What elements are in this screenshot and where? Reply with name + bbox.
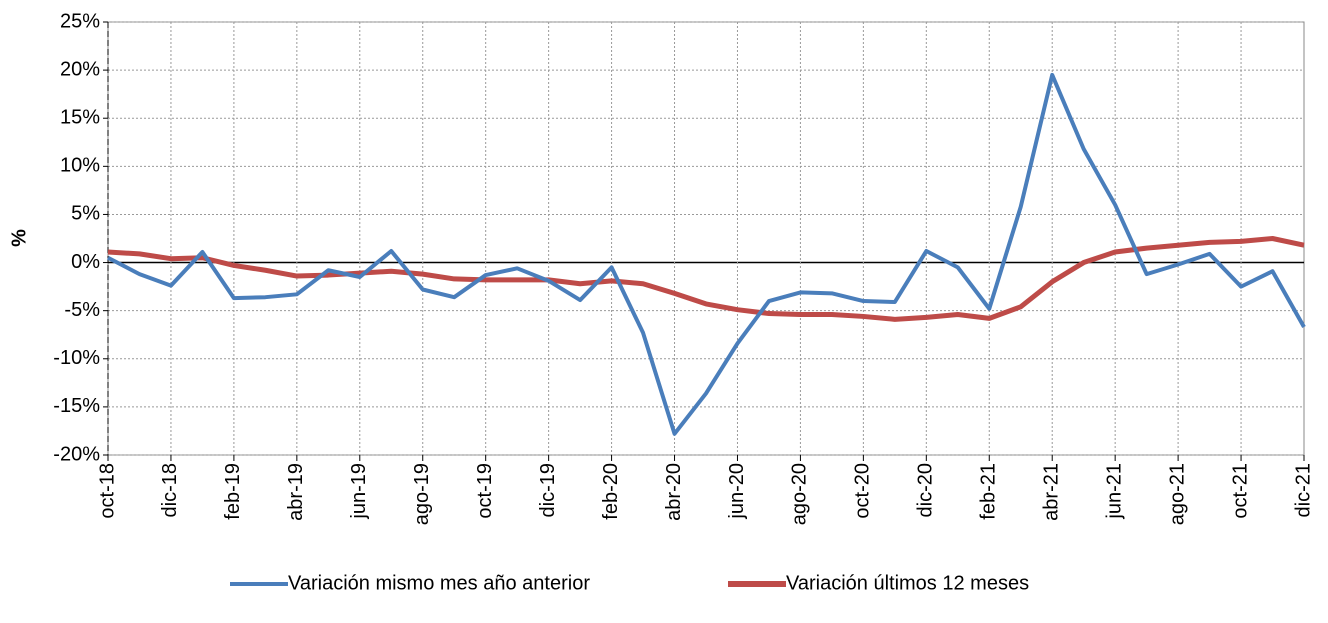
y-tick-label: -5% <box>64 299 100 321</box>
x-tick-label: ago-19 <box>411 463 433 525</box>
x-tick-label: dic-20 <box>915 463 937 517</box>
x-tick-label: dic-19 <box>537 463 559 517</box>
y-tick-label: 20% <box>60 58 100 80</box>
y-tick-label: -15% <box>53 395 100 417</box>
x-tick-label: oct-20 <box>852 463 874 519</box>
x-tick-label: dic-18 <box>159 463 181 517</box>
x-tick-label: oct-18 <box>96 463 118 519</box>
y-axis-label: % <box>8 229 30 247</box>
series-line <box>107 236 1305 322</box>
x-tick-label: feb-21 <box>978 463 1000 520</box>
y-tick-label: 0% <box>71 251 100 273</box>
x-tick-label: dic-21 <box>1292 463 1314 517</box>
y-tick-label: 25% <box>60 10 100 32</box>
y-tick-label: 10% <box>60 155 100 177</box>
y-tick-label: 5% <box>71 203 100 225</box>
x-tick-label: jun-19 <box>348 463 370 520</box>
y-tick-label: -20% <box>53 443 100 465</box>
x-tick-label: jun-21 <box>1103 463 1125 520</box>
y-tick-label: -10% <box>53 347 100 369</box>
x-tick-label: oct-19 <box>474 463 496 519</box>
y-tick-label: 15% <box>60 107 100 129</box>
x-tick-label: oct-21 <box>1229 463 1251 519</box>
x-tick-label: jun-20 <box>726 463 748 520</box>
x-tick-label: abr-21 <box>1040 463 1062 521</box>
legend-label: Variación mismo mes año anterior <box>288 572 590 594</box>
x-tick-label: abr-20 <box>663 463 685 521</box>
x-tick-label: ago-20 <box>789 463 811 525</box>
series-line <box>107 72 1306 436</box>
x-tick-label: feb-19 <box>222 463 244 520</box>
x-tick-label: feb-20 <box>600 463 622 520</box>
x-tick-label: abr-19 <box>285 463 307 521</box>
x-tick-label: ago-21 <box>1166 463 1188 525</box>
legend-label: Variación últimos 12 meses <box>786 572 1029 594</box>
